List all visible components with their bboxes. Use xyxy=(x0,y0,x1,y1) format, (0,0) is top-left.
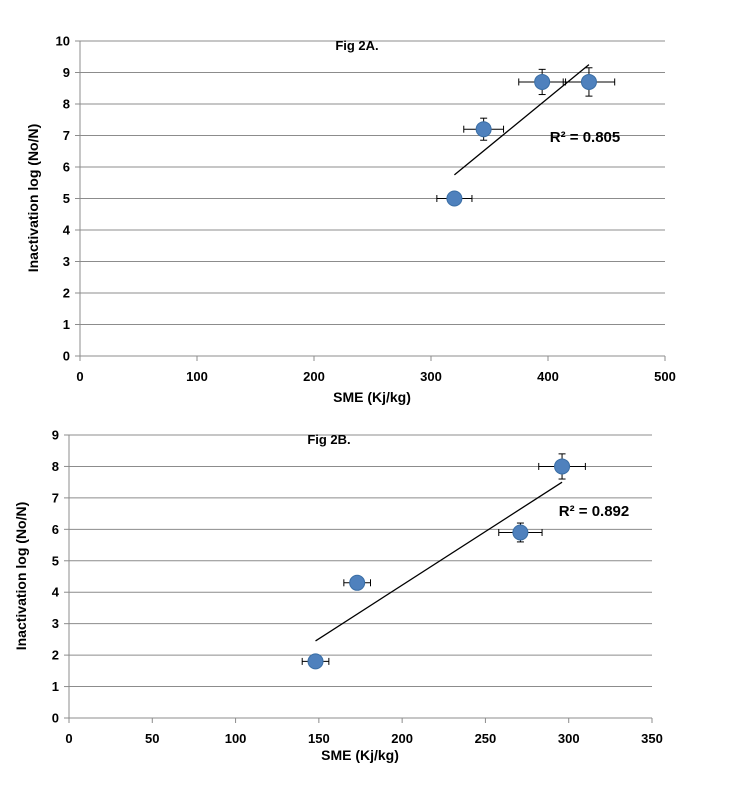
y-tick-label: 0 xyxy=(63,349,70,364)
data-point xyxy=(349,574,366,591)
x-tick-label: 400 xyxy=(537,369,559,384)
x-tick-label: 350 xyxy=(641,731,663,746)
data-point xyxy=(475,121,492,138)
y-tick-label: 9 xyxy=(52,428,59,443)
chart-fig-2b: 0 1 2 3 4 5 6 7 8 9 0 50 100 150 200 250 300 350 SME (Kj/k… xyxy=(13,428,663,764)
y-tick-label: 7 xyxy=(63,128,70,143)
data-point xyxy=(554,458,571,475)
y-tick-label: 4 xyxy=(63,223,71,238)
data-point xyxy=(307,653,324,670)
data-point xyxy=(580,73,597,90)
x-tick-label: 300 xyxy=(558,731,580,746)
x-tick-label: 100 xyxy=(225,731,247,746)
y-tick-label: 5 xyxy=(63,191,70,206)
y-tick-label: 1 xyxy=(63,317,70,332)
data-point xyxy=(446,190,463,207)
y-tick-label: 8 xyxy=(52,459,59,474)
y-tick-label: 10 xyxy=(56,34,70,49)
y-tick-label: 2 xyxy=(63,286,70,301)
trendline xyxy=(453,64,590,176)
chart-title: Fig 2A. xyxy=(335,38,378,53)
x-tick-label: 250 xyxy=(475,731,497,746)
y-tick-label: 0 xyxy=(52,711,59,726)
x-axis-label: SME (Kj/kg) xyxy=(333,389,411,405)
y-axis-label: Inactivation log (No/N) xyxy=(13,502,29,651)
data-point xyxy=(534,73,551,90)
r-squared-annotation: R² = 0.892 xyxy=(559,503,629,520)
x-tick-label: 200 xyxy=(303,369,325,384)
y-tick-label: 3 xyxy=(52,616,59,631)
y-tick-label: 1 xyxy=(52,679,59,694)
x-tick-label: 500 xyxy=(654,369,676,384)
x-tick-label: 300 xyxy=(420,369,442,384)
data-point xyxy=(512,524,529,541)
y-tick-label: 2 xyxy=(52,648,59,663)
y-axis-label: Inactivation log (No/N) xyxy=(25,124,41,273)
x-tick-label: 50 xyxy=(145,731,159,746)
x-tick-label: 100 xyxy=(186,369,208,384)
y-tick-label: 7 xyxy=(52,490,59,505)
chart-title: Fig 2B. xyxy=(307,432,350,447)
x-tick-label: 0 xyxy=(65,731,72,746)
y-tick-label: 8 xyxy=(63,97,70,112)
r-squared-annotation: R² = 0.805 xyxy=(550,129,620,146)
x-axis-label: SME (Kj/kg) xyxy=(321,747,399,763)
y-tick-label: 4 xyxy=(52,585,60,600)
trendline xyxy=(315,481,563,642)
y-tick-label: 6 xyxy=(63,160,70,175)
x-tick-label: 150 xyxy=(308,731,330,746)
x-tick-label: 200 xyxy=(391,731,413,746)
y-tick-label: 5 xyxy=(52,553,59,568)
y-tick-label: 9 xyxy=(63,65,70,80)
y-tick-label: 6 xyxy=(52,522,59,537)
x-tick-label: 0 xyxy=(76,369,83,384)
y-tick-label: 3 xyxy=(63,254,70,269)
